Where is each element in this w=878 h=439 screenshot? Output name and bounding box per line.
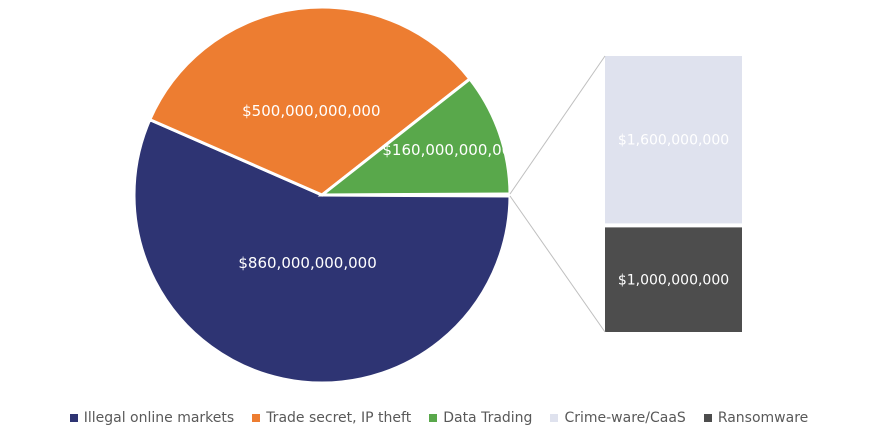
connector-line-bottom xyxy=(509,195,606,333)
bar-segment-crime-ware-caas xyxy=(605,56,742,224)
legend-label: Crime-ware/CaaS xyxy=(564,410,686,426)
bar-label-crime-ware-caas: $1,600,000,000 xyxy=(618,133,729,149)
legend-item-illegal-online-markets: Illegal online markets xyxy=(69,410,235,426)
slice-label-illegal-online-markets: $860,000,000,000 xyxy=(238,254,376,272)
legend-swatch xyxy=(550,414,559,422)
legend-label: Data Trading xyxy=(443,410,533,426)
legend-item-ransomware: Ransomware xyxy=(703,410,809,426)
connector-line-top xyxy=(509,55,606,195)
legend-item-crimeware-caas: Crime-ware/CaaS xyxy=(550,410,686,426)
legend-label: Ransomware xyxy=(717,410,809,426)
bar-segment-ransomware xyxy=(605,227,742,332)
slice-trade-secret-ip-theft xyxy=(147,5,472,197)
legend-swatch xyxy=(69,414,78,422)
legend-item-trade-secret: Trade secret, IP theft xyxy=(252,410,411,426)
slice-data-trading xyxy=(317,76,512,197)
slice-label-trade-secret-ip-theft: $500,000,000,000 xyxy=(242,102,380,120)
legend-swatch xyxy=(429,414,438,422)
legend-item-data-trading: Data Trading xyxy=(429,410,532,426)
slice-illegal-online-markets xyxy=(132,117,512,385)
bar-label-ransomware: $1,000,000,000 xyxy=(618,273,729,289)
slice-label-data-trading: $160,000,000,000 xyxy=(382,141,520,159)
legend: Illegal online markets Trade secret, IP … xyxy=(0,410,878,426)
legend-label: Illegal online markets xyxy=(83,410,235,426)
legend-swatch xyxy=(252,414,261,422)
chart-svg: $860,000,000,000 $500,000,000,000 $160,000… xyxy=(132,5,742,385)
legend-label: Trade secret, IP theft xyxy=(266,410,412,426)
legend-swatch xyxy=(703,414,712,422)
